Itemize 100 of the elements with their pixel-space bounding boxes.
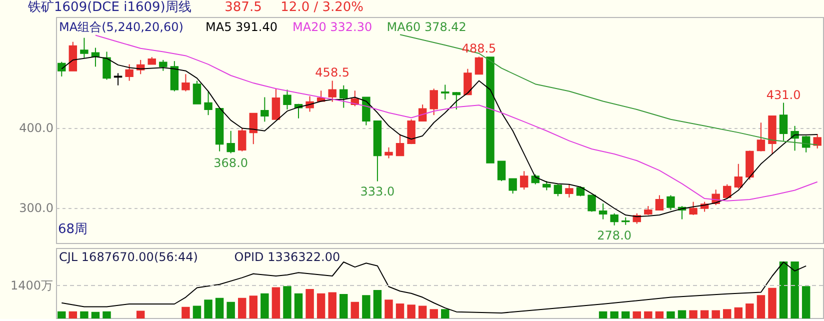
annotation: 488.5 <box>462 42 496 56</box>
bar <box>373 290 382 318</box>
text: MA20 332.30 <box>292 20 372 34</box>
bar <box>328 292 336 318</box>
annotation: 368.0 <box>214 156 248 170</box>
bar <box>632 311 641 318</box>
candlestick <box>598 202 608 220</box>
candlestick <box>102 51 111 80</box>
candlestick <box>91 47 100 68</box>
chart-title: 铁矿1609(DCE i1609)周线 <box>27 0 192 15</box>
candlestick <box>238 127 246 152</box>
candlestick <box>689 201 698 216</box>
annotation: 458.5 <box>315 66 350 80</box>
bar <box>238 298 246 318</box>
bar <box>362 295 370 318</box>
candlestick <box>441 84 450 100</box>
bar <box>644 311 652 318</box>
candlestick <box>384 146 393 159</box>
candlestick <box>554 184 562 197</box>
candlestick <box>249 112 258 145</box>
bar <box>610 311 618 318</box>
candlestick <box>779 102 788 142</box>
chart-subtitle: MA组合(5,240,20,60) <box>59 20 184 34</box>
candlestick <box>170 60 179 92</box>
bar <box>226 302 235 318</box>
bar <box>294 293 303 318</box>
annotation: 333.0 <box>360 184 395 198</box>
ref-line-label: 1400万 <box>10 278 53 293</box>
candlestick <box>452 92 461 110</box>
bar <box>260 293 269 318</box>
candlestick <box>396 134 404 156</box>
candlestick <box>407 118 416 145</box>
bar <box>407 304 416 318</box>
candlestick <box>283 89 292 110</box>
candlestick <box>159 59 168 72</box>
text: 387.5 <box>224 0 262 15</box>
bar <box>350 302 360 318</box>
candlestick <box>655 194 664 211</box>
bar <box>746 304 754 318</box>
bar <box>712 310 720 318</box>
candlestick <box>125 64 134 82</box>
annotation: 68周 <box>58 222 88 237</box>
annotation: 278.0 <box>597 228 632 242</box>
bar <box>80 311 88 318</box>
bar <box>768 288 776 318</box>
bar <box>598 311 608 318</box>
bar <box>430 309 438 318</box>
bar <box>306 288 314 318</box>
bar <box>802 286 810 318</box>
candlestick <box>464 68 472 96</box>
annotation: 431.0 <box>766 88 801 102</box>
bar <box>700 310 709 318</box>
candlestick <box>610 212 618 226</box>
bar <box>678 310 686 318</box>
candlestick <box>542 180 551 191</box>
bar <box>68 311 78 318</box>
bar <box>272 287 280 318</box>
candlestick <box>192 80 202 104</box>
bar <box>666 311 675 318</box>
candlestick <box>362 96 370 126</box>
bar <box>136 310 145 318</box>
bar <box>790 262 799 318</box>
bar <box>723 309 732 318</box>
candlestick <box>226 130 235 154</box>
candlestick <box>182 74 190 92</box>
bar <box>249 296 258 318</box>
bar <box>418 306 427 318</box>
candlestick <box>430 88 438 116</box>
bar <box>204 300 212 318</box>
candlestick <box>756 122 766 152</box>
candlestick <box>328 80 336 102</box>
bar <box>384 300 393 318</box>
bar <box>689 310 698 318</box>
bar <box>58 311 66 318</box>
y-tick-label: 300.0 <box>19 201 54 216</box>
candlestick <box>497 160 506 182</box>
bar <box>396 304 404 318</box>
text: 12.0 / 3.20% <box>280 0 364 15</box>
candlestick <box>508 178 517 194</box>
bar <box>622 311 630 318</box>
candlestick <box>813 134 822 149</box>
bar <box>316 293 326 318</box>
bar <box>779 262 788 318</box>
text: MA5 391.40 <box>206 20 278 34</box>
candlestick <box>80 37 88 58</box>
bar <box>441 309 450 318</box>
bar <box>340 294 348 318</box>
line-series <box>94 34 818 202</box>
candlestick <box>272 88 280 120</box>
candlestick <box>340 84 348 108</box>
bar <box>102 311 111 318</box>
annotation: OPID 1336322.00 <box>234 250 340 264</box>
candlestick <box>734 163 743 190</box>
series-label: MA60 378.42 <box>386 20 466 34</box>
annotation: CJL 1687670.00(56:44) <box>59 250 198 264</box>
bar <box>734 307 743 318</box>
candlestick <box>58 61 66 77</box>
candlestick <box>723 184 732 198</box>
candlestick <box>474 56 484 75</box>
bar <box>182 306 190 318</box>
